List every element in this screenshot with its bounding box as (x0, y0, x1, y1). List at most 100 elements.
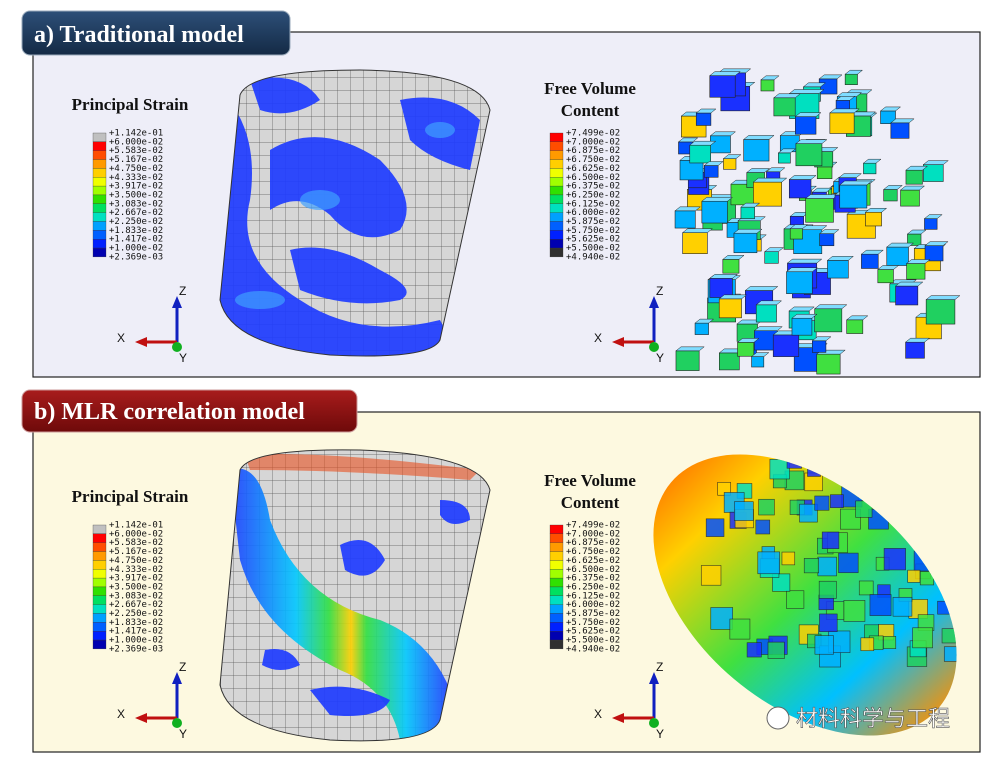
legend-label: +6.750e-02 (566, 155, 620, 165)
y-dot (649, 718, 659, 728)
legend-label: +6.500e-02 (566, 565, 620, 575)
z-head (172, 672, 182, 684)
y-dot (172, 342, 182, 352)
legend-label: +5.500e-02 (566, 244, 620, 254)
legend-swatch (549, 551, 564, 561)
legend-swatch (92, 524, 107, 535)
legend-swatch (549, 221, 564, 231)
legend-label: +6.000e-02 (109, 137, 163, 147)
legend-swatch (92, 230, 107, 240)
legend-swatch (549, 577, 564, 588)
z-label: Z (656, 284, 663, 298)
legend-label: +5.875e-02 (566, 217, 620, 227)
legend-label: +6.500e-02 (566, 173, 620, 183)
legend-label: +3.083e-02 (109, 199, 163, 209)
legend-swatch (92, 560, 107, 570)
legend-swatch (92, 542, 107, 552)
legend-label: +2.250e-02 (109, 609, 163, 619)
y-label: Y (656, 351, 664, 365)
legend-label: +5.167e-02 (109, 155, 163, 165)
legend-swatch (549, 159, 564, 169)
legend-label: +1.417e-02 (109, 235, 163, 245)
legend-swatch (92, 569, 107, 579)
x-label: X (594, 331, 602, 345)
legend-swatch (549, 168, 564, 178)
legend-label: +4.333e-02 (109, 173, 163, 183)
legend-label: +4.940e-02 (566, 644, 620, 654)
legend-label: +1.417e-02 (109, 627, 163, 637)
z-head (649, 672, 659, 684)
x-label: X (117, 707, 125, 721)
axis-triad: Z X Y (594, 284, 664, 365)
legend-label: +5.750e-02 (566, 226, 620, 236)
legend-swatch (92, 194, 107, 204)
legend-label: +4.750e-02 (109, 164, 163, 174)
legend-swatch (92, 132, 107, 143)
legend-label: +2.369e-03 (109, 644, 163, 654)
legend: Principal Strain +1.142e-01+6.000e-02+5.5… (72, 95, 189, 262)
legend-swatch (92, 168, 107, 178)
legend-label: +5.750e-02 (566, 618, 620, 628)
legend-swatch (549, 604, 564, 614)
legend-swatch (549, 203, 564, 213)
legend-swatch (549, 524, 564, 535)
legend-swatch (549, 212, 564, 222)
legend-label: +1.000e-02 (109, 244, 163, 254)
legend-swatch (549, 230, 564, 240)
legend: Principal Strain +1.142e-01+6.000e-02+5.5… (72, 487, 189, 654)
panel-a-tab (21, 10, 291, 56)
legend-label: +1.833e-02 (109, 618, 163, 628)
legend-label: +3.500e-02 (109, 582, 163, 592)
legend-label: +1.142e-01 (109, 521, 163, 531)
y-label: Y (656, 727, 664, 741)
z-label: Z (179, 660, 186, 674)
legend-label: +6.000e-02 (566, 600, 620, 610)
legend-label: +6.250e-02 (566, 190, 620, 200)
legend-swatch (92, 577, 107, 588)
legend-swatch (92, 551, 107, 561)
legend: Free VolumeContent+7.499e-02+7.000e-02+6… (544, 471, 636, 654)
z-head (649, 296, 659, 308)
legend-label: +3.917e-02 (109, 574, 163, 584)
legend-label: +4.333e-02 (109, 565, 163, 575)
legend-label: +2.369e-03 (109, 252, 163, 262)
legend-swatch (549, 239, 564, 249)
legend-swatch (92, 631, 107, 641)
legend-label: +1.142e-01 (109, 129, 163, 139)
legend-swatch (549, 569, 564, 579)
legend-swatch (549, 542, 564, 552)
legend-title: Free Volume (544, 79, 636, 98)
legend-label: +4.940e-02 (566, 252, 620, 262)
legend-swatch (549, 533, 564, 543)
legend-label: +1.833e-02 (109, 226, 163, 236)
legend-label: +2.667e-02 (109, 208, 163, 218)
legend-swatch (92, 177, 107, 187)
legend-label: +5.167e-02 (109, 547, 163, 557)
z-head (172, 296, 182, 308)
legend-label: +5.625e-02 (566, 627, 620, 637)
legend-swatch (549, 631, 564, 641)
panel-title: b) MLR correlation model (34, 399, 305, 425)
legend-label: +7.000e-02 (566, 529, 620, 539)
legend-swatch (92, 533, 107, 543)
x-head (135, 713, 147, 723)
legend-label: +6.125e-02 (566, 591, 620, 601)
legend-label: +6.375e-02 (566, 574, 620, 584)
legend-swatch (92, 639, 107, 650)
y-dot (649, 342, 659, 352)
legend-swatch (549, 613, 564, 623)
legend-swatch (92, 586, 107, 596)
legend-swatch (92, 622, 107, 632)
legend-label: +6.375e-02 (566, 182, 620, 192)
y-label: Y (179, 727, 187, 741)
cylinder-render-b (219, 449, 491, 742)
x-head (612, 337, 624, 347)
legend-label: +7.499e-02 (566, 521, 620, 531)
y-label: Y (179, 351, 187, 365)
legend-swatch (92, 247, 107, 258)
legend-label: +5.875e-02 (566, 609, 620, 619)
legend-swatch (92, 159, 107, 169)
legend-swatch (549, 247, 564, 258)
legend-swatch (549, 150, 564, 160)
axis-triad: Z X Y (117, 284, 187, 365)
